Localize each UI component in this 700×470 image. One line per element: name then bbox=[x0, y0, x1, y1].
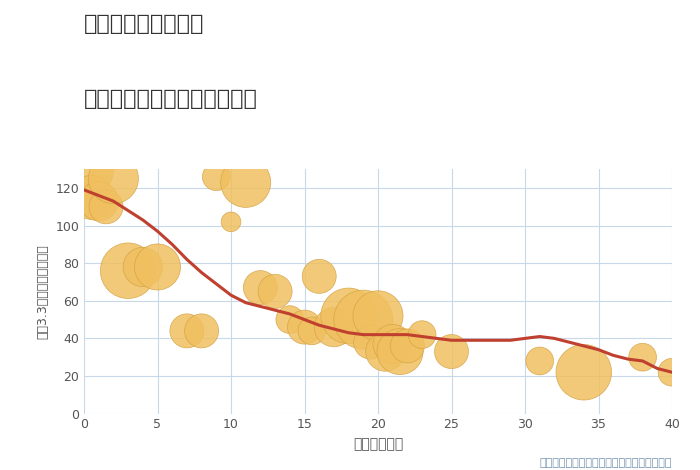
Point bbox=[446, 348, 457, 355]
Point bbox=[225, 218, 237, 226]
Point bbox=[137, 263, 148, 271]
Point bbox=[372, 312, 384, 320]
Point bbox=[328, 323, 339, 331]
Point bbox=[578, 368, 589, 376]
Point bbox=[152, 263, 163, 271]
Point bbox=[93, 197, 104, 205]
X-axis label: 築年数（年）: 築年数（年） bbox=[353, 437, 403, 451]
Point bbox=[358, 316, 369, 323]
Point bbox=[270, 288, 281, 295]
Point bbox=[211, 173, 222, 180]
Point bbox=[402, 342, 413, 350]
Point bbox=[365, 338, 377, 346]
Text: 築年数別中古マンション価格: 築年数別中古マンション価格 bbox=[84, 89, 258, 110]
Point bbox=[108, 175, 119, 182]
Point bbox=[299, 323, 310, 331]
Point bbox=[196, 327, 207, 335]
Point bbox=[307, 327, 318, 335]
Point bbox=[637, 353, 648, 361]
Point bbox=[534, 357, 545, 365]
Point bbox=[85, 194, 97, 201]
Point bbox=[387, 340, 398, 348]
Point bbox=[416, 331, 428, 338]
Point bbox=[240, 179, 251, 186]
Point bbox=[666, 368, 678, 376]
Point bbox=[255, 284, 266, 291]
Point bbox=[343, 312, 354, 320]
Point bbox=[181, 327, 193, 335]
Point bbox=[284, 316, 295, 323]
Y-axis label: 坪（3.3㎡）単価（万円）: 坪（3.3㎡）単価（万円） bbox=[36, 244, 50, 339]
Text: 兵庫県姫路市六角の: 兵庫県姫路市六角の bbox=[84, 14, 204, 34]
Point bbox=[122, 267, 134, 274]
Point bbox=[314, 273, 325, 280]
Point bbox=[78, 165, 90, 173]
Text: 円の大きさは、取引のあった物件面積を示す: 円の大きさは、取引のあった物件面積を示す bbox=[540, 458, 672, 468]
Point bbox=[101, 203, 112, 211]
Point bbox=[395, 348, 406, 355]
Point bbox=[379, 348, 391, 355]
